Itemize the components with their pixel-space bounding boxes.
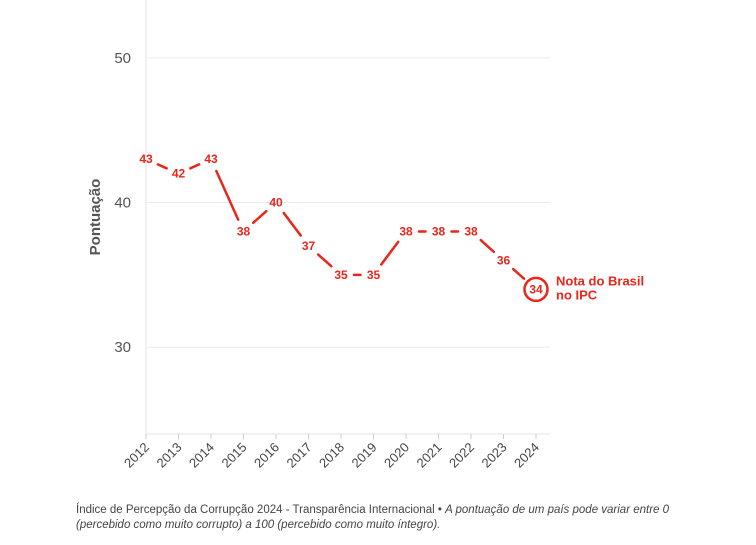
- series-segment: [479, 238, 496, 254]
- y-tick-label: 40: [114, 195, 131, 212]
- series-segment: [215, 169, 240, 221]
- note-text: A pontuação de um país pode variar entre…: [76, 504, 670, 531]
- x-tick-label: 2017: [284, 440, 315, 471]
- series-segment: [251, 209, 268, 225]
- data-label: 37: [302, 239, 316, 253]
- annotation-line-1: Nota do Brasil: [556, 273, 644, 288]
- y-tick-labels: 30 40 50: [114, 50, 131, 356]
- data-label: 40: [269, 196, 283, 210]
- x-tick-label: 2016: [251, 440, 282, 471]
- data-label: 36: [497, 253, 511, 267]
- x-tick-label: 2020: [381, 440, 412, 471]
- annotation-line-2: no IPC: [556, 287, 598, 302]
- x-tick-labels: 2012 2013 2014 2015 2016 2017 2018 2019 2020 2021…: [121, 434, 542, 471]
- series-segment: [380, 240, 400, 266]
- data-label: 42: [172, 167, 186, 181]
- data-label: 34: [529, 282, 543, 296]
- annotation: Nota do Brasil no IPC: [556, 273, 644, 302]
- series-segment: [316, 253, 333, 268]
- data-label: 43: [204, 152, 218, 166]
- series-line: [156, 163, 549, 303]
- source-text: Índice de Percepção da Corrupção 2024 - …: [76, 504, 446, 516]
- x-tick-label: 2023: [479, 440, 510, 471]
- x-tick-label: 2024: [511, 440, 542, 471]
- x-tick-label: 2015: [219, 440, 250, 471]
- series-segment: [156, 163, 168, 170]
- data-labels: 43 42 43 38 40 37 35 35 38 38 38 36 34: [139, 152, 543, 296]
- data-label: 38: [399, 224, 413, 238]
- series-segment: [282, 211, 302, 237]
- x-tick-label: 2018: [316, 440, 347, 471]
- y-axis-label: Pontuação: [87, 179, 104, 256]
- data-label: 43: [139, 152, 153, 166]
- highlight-circle: [523, 276, 549, 303]
- data-label: 35: [367, 268, 381, 282]
- x-tick-label: 2014: [186, 440, 217, 471]
- x-tick-label: 2021: [414, 440, 445, 471]
- y-tick-label: 30: [114, 339, 131, 356]
- data-label: 38: [464, 224, 478, 238]
- y-tick-label: 50: [114, 50, 131, 67]
- data-label: 38: [432, 224, 446, 238]
- x-tick-label: 2013: [154, 440, 185, 471]
- data-label: 38: [237, 224, 251, 238]
- x-tick-label: 2019: [349, 440, 380, 471]
- gridlines: [145, 0, 550, 435]
- data-label: 35: [334, 268, 348, 282]
- series-segment: [189, 163, 201, 170]
- x-tick-label: 2022: [446, 440, 477, 471]
- x-tick-label: 2012: [121, 440, 152, 471]
- series-segment: [511, 267, 526, 280]
- chart-footer: Índice de Percepção da Corrupção 2024 - …: [76, 503, 676, 533]
